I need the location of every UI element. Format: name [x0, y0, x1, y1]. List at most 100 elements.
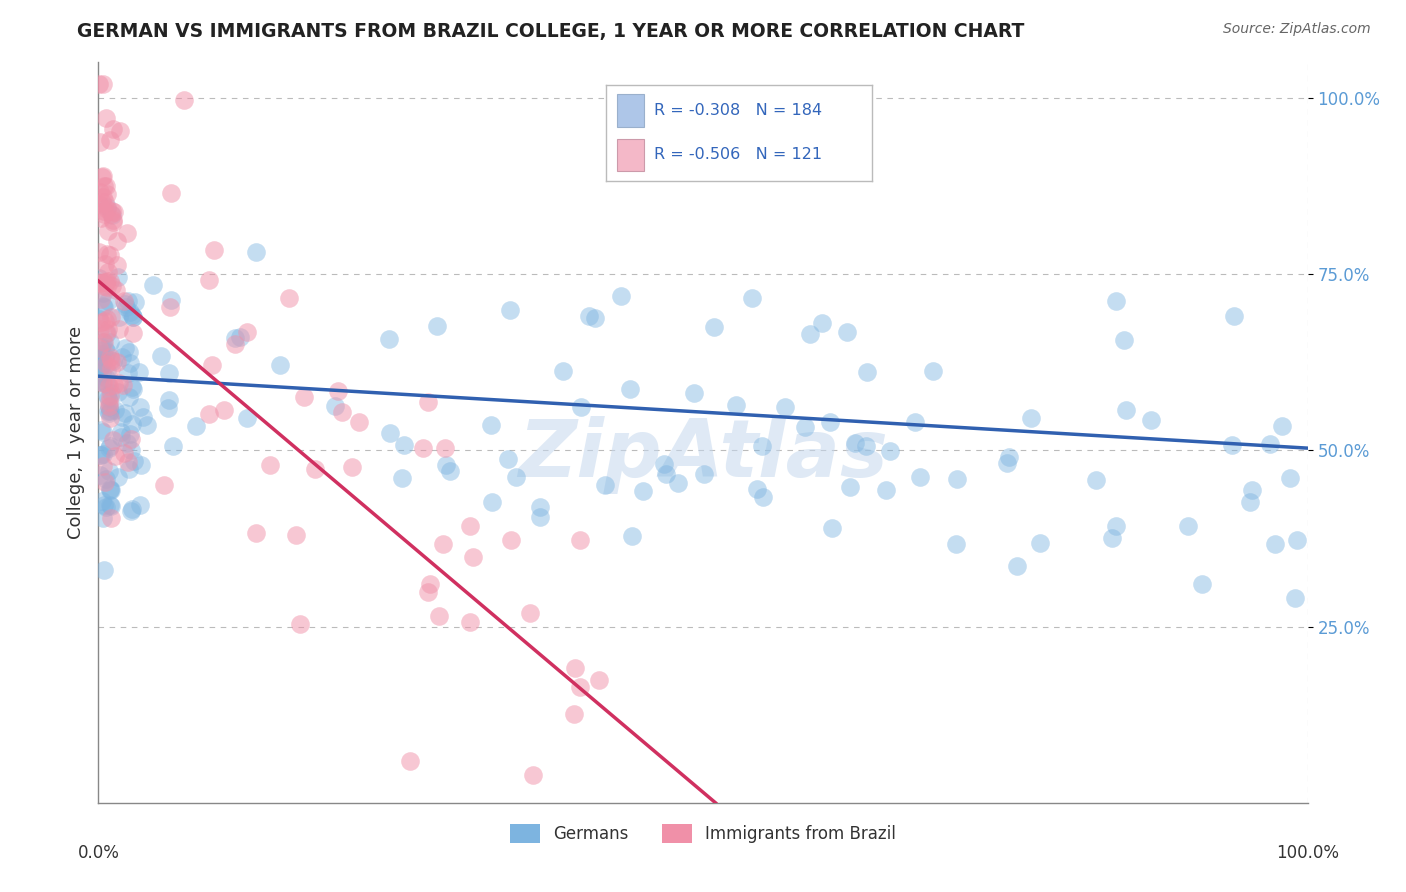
Point — [236, 411, 259, 425]
Point — [799, 327, 821, 342]
Point — [128, 400, 150, 414]
Point — [97, 406, 120, 420]
Point — [416, 395, 439, 409]
Point — [619, 382, 641, 396]
Point — [564, 661, 586, 675]
Point — [89, 360, 111, 375]
Point — [856, 365, 879, 379]
Point — [332, 404, 354, 418]
Point — [496, 451, 519, 466]
Point — [122, 454, 145, 468]
Point — [111, 409, 134, 424]
Point — [399, 754, 422, 768]
Point — [89, 77, 111, 91]
Point — [101, 212, 124, 227]
Point — [259, 458, 281, 472]
Point — [292, 390, 315, 404]
Point — [100, 511, 122, 525]
Point — [160, 293, 183, 307]
Point — [117, 390, 139, 404]
Point — [1258, 437, 1281, 451]
Point — [157, 366, 180, 380]
Point — [583, 310, 606, 325]
Point — [94, 472, 117, 486]
Point — [96, 345, 118, 359]
Point — [90, 347, 112, 361]
Point — [1239, 495, 1261, 509]
Point — [90, 448, 112, 462]
Point — [245, 245, 267, 260]
Point — [91, 334, 114, 349]
Point — [1115, 402, 1137, 417]
Point — [1114, 333, 1136, 347]
Point — [121, 308, 143, 322]
Point — [100, 133, 122, 147]
Point — [838, 480, 860, 494]
Point — [91, 448, 114, 462]
Point — [269, 358, 291, 372]
Point — [1222, 309, 1244, 323]
Point — [87, 270, 110, 285]
Point — [394, 438, 416, 452]
Point — [529, 500, 551, 514]
Point — [229, 330, 252, 344]
Point — [114, 341, 136, 355]
Point — [112, 446, 135, 460]
Point — [103, 377, 125, 392]
Point — [94, 475, 117, 489]
Point — [91, 376, 114, 390]
Point — [114, 406, 136, 420]
Point — [159, 300, 181, 314]
Point — [96, 187, 118, 202]
Point — [1101, 531, 1123, 545]
Point — [631, 484, 654, 499]
Point — [91, 195, 114, 210]
Point — [89, 245, 111, 260]
Point — [198, 273, 221, 287]
Point — [340, 459, 363, 474]
Point — [93, 257, 115, 271]
Point — [377, 332, 399, 346]
Point — [522, 767, 544, 781]
Point — [1264, 537, 1286, 551]
Point — [855, 439, 877, 453]
Point — [90, 211, 112, 226]
Point — [87, 311, 110, 326]
Point — [94, 357, 117, 371]
Point — [107, 269, 129, 284]
Point — [100, 498, 122, 512]
Point — [100, 499, 122, 513]
Point — [498, 303, 520, 318]
Point — [89, 275, 111, 289]
Point — [118, 462, 141, 476]
Point — [107, 310, 129, 325]
Point — [751, 439, 773, 453]
Point — [1270, 419, 1292, 434]
Point — [91, 77, 114, 91]
Point — [98, 411, 121, 425]
Point — [655, 467, 678, 481]
Point — [110, 430, 132, 444]
Point — [1007, 559, 1029, 574]
Point — [107, 385, 129, 400]
Point — [101, 433, 124, 447]
Point — [98, 273, 121, 287]
Text: 100.0%: 100.0% — [1277, 844, 1339, 862]
Point — [117, 293, 139, 308]
Point — [1085, 474, 1108, 488]
Point — [571, 401, 593, 415]
Point — [100, 439, 122, 453]
Point — [224, 337, 246, 351]
Point — [89, 322, 111, 336]
Point — [683, 385, 706, 400]
Point — [412, 442, 434, 456]
Point — [94, 178, 117, 193]
Point — [720, 137, 742, 152]
Point — [666, 476, 689, 491]
Point — [89, 467, 111, 482]
Point — [89, 185, 111, 199]
Point — [1105, 518, 1128, 533]
Point — [96, 326, 118, 340]
Point — [96, 201, 118, 215]
Point — [110, 124, 132, 138]
